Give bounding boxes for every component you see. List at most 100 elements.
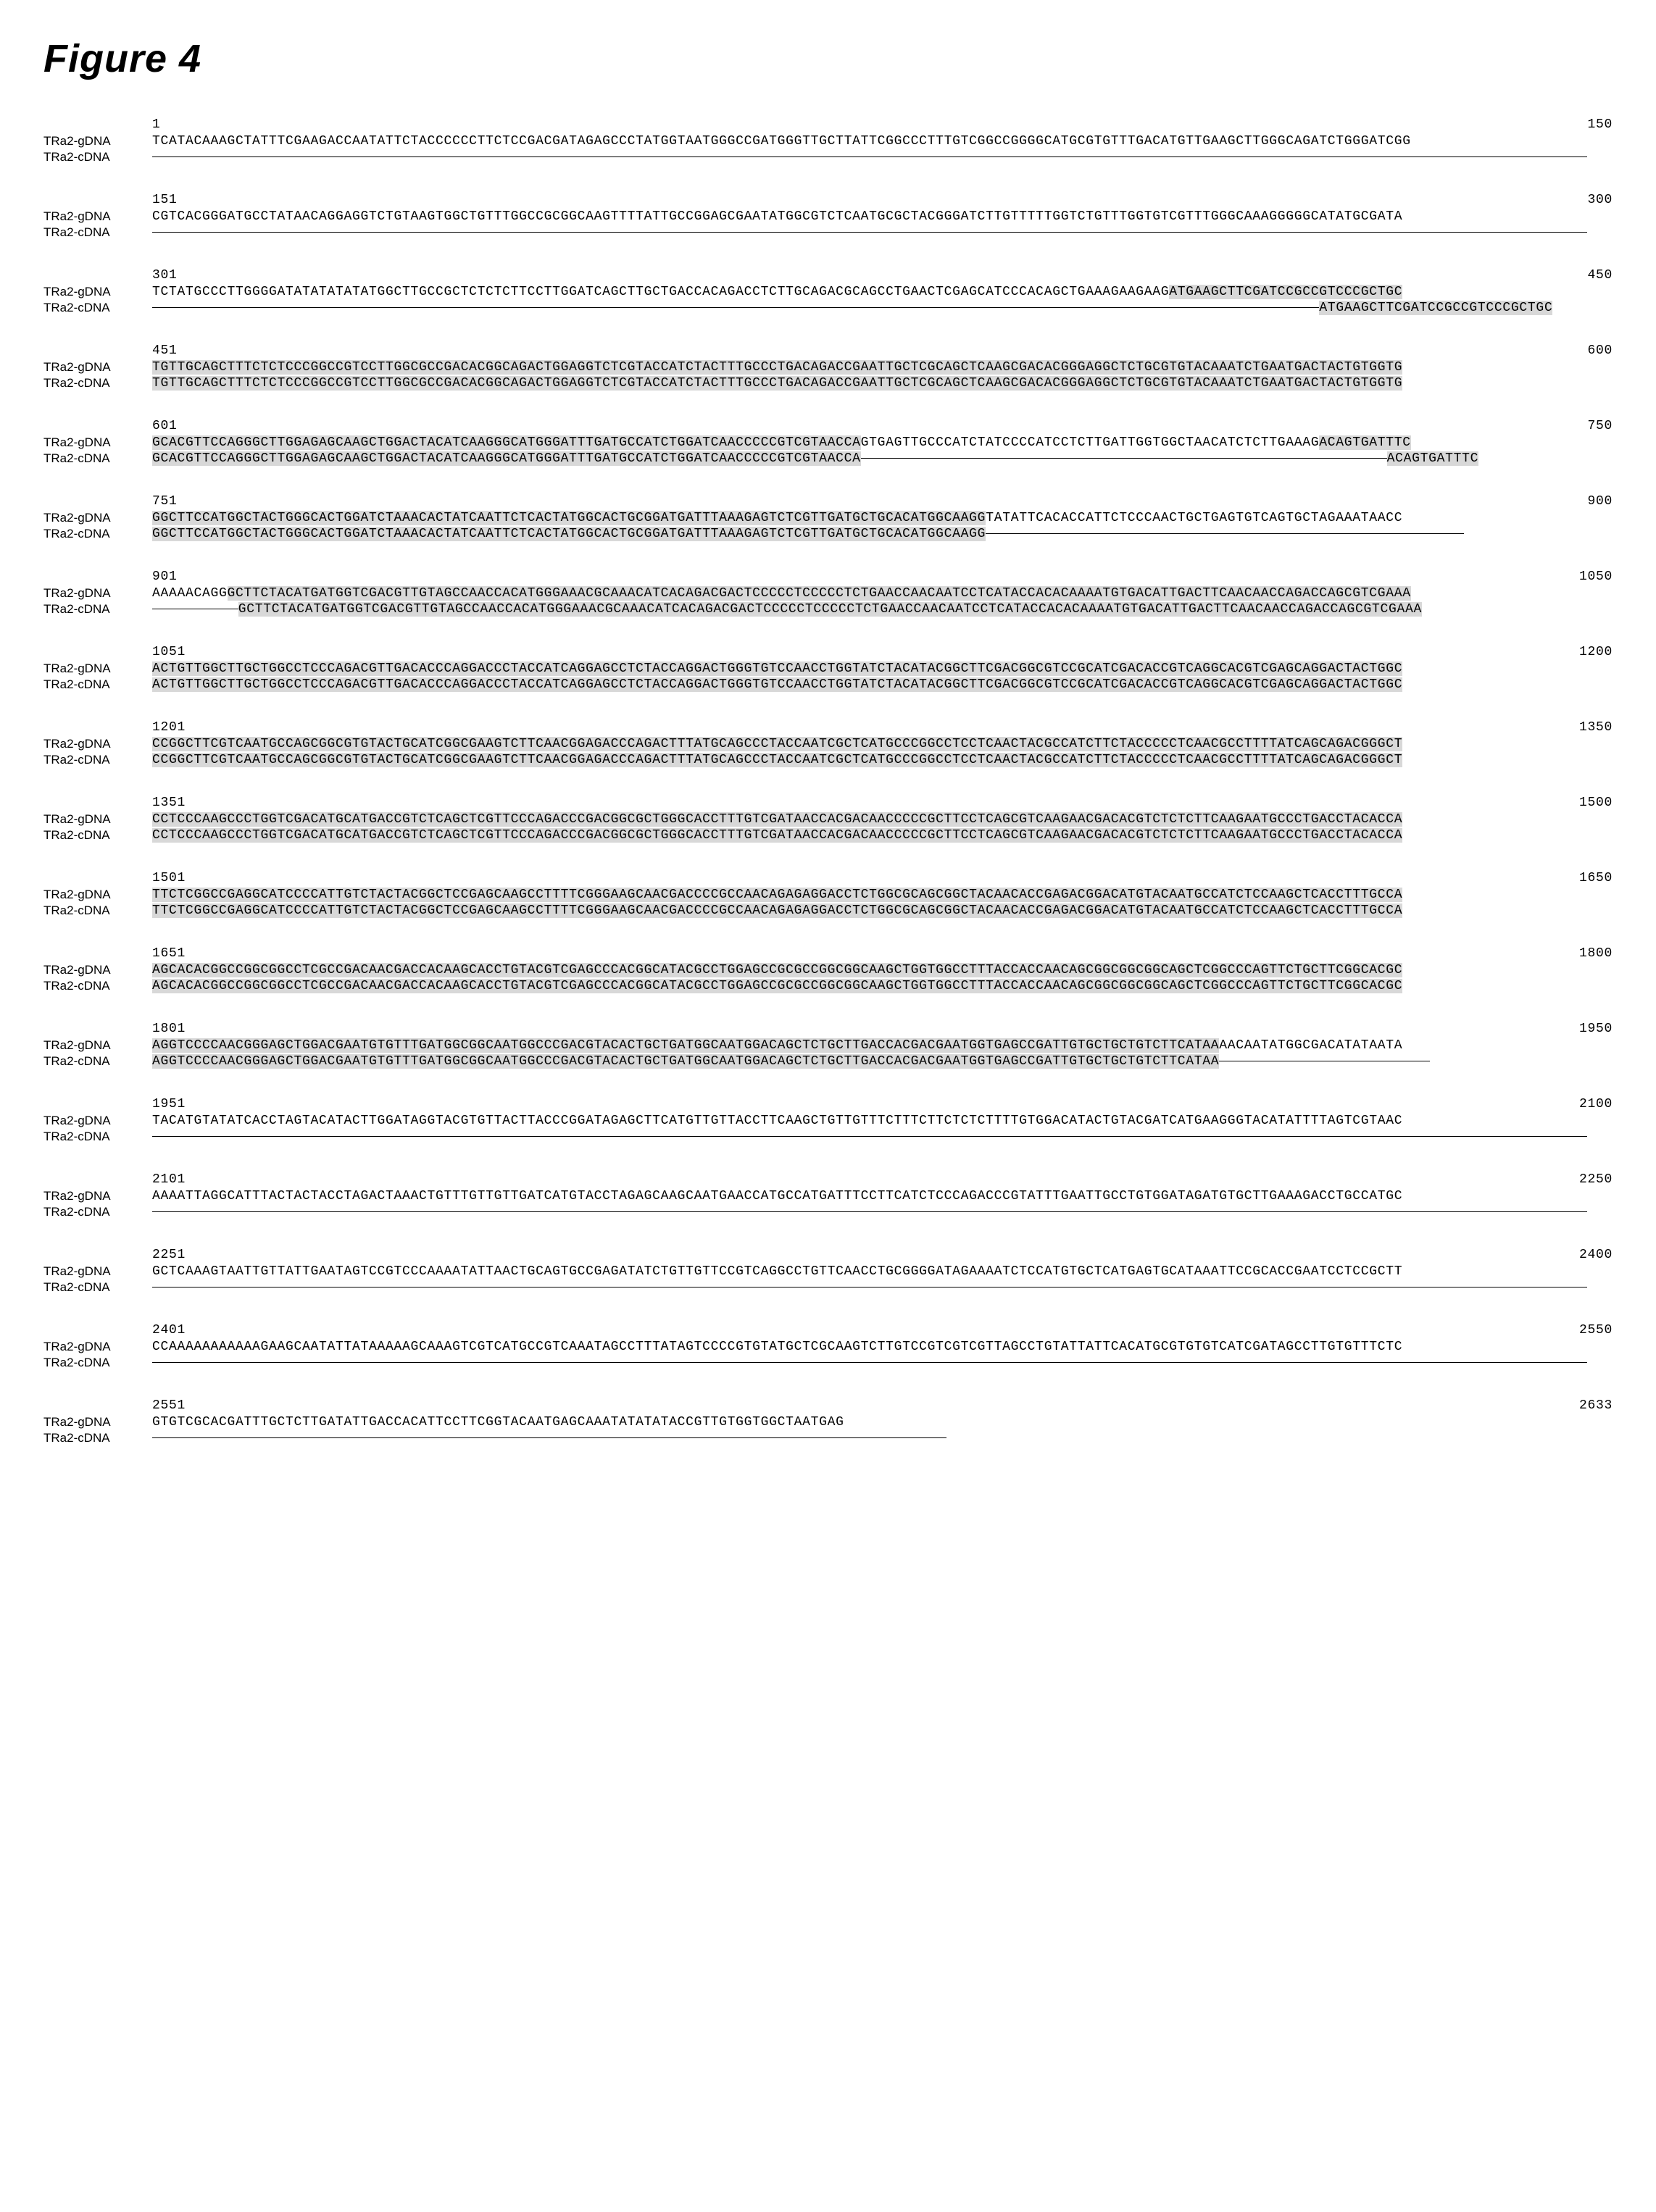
alignment-block: 301 450 TRa2-gDNATCTATGCCCTTGGGGATATATATAT… [43,268,1613,316]
row-label-cdna: TRa2-cDNA [43,1280,152,1295]
row-label-cdna: TRa2-cDNA [43,903,152,919]
position-start: 2551 [152,1398,186,1413]
position-start: 1 [152,117,161,132]
position-start: 901 [152,569,178,584]
row-label-cdna: TRa2-cDNA [43,601,152,617]
position-start: 2251 [152,1248,186,1262]
row-label-gdna: TRa2-gDNA [43,209,152,225]
row-label-cdna: TRa2-cDNA [43,677,152,693]
position-end: 1050 [1579,569,1613,584]
position-end: 1200 [1579,645,1613,659]
gdna-sequence: CCGGCTTCGTCAATGCCAGCGGCGTGTACTGCATCGGCGA… [152,736,1613,752]
cdna-sequence [152,1204,1613,1220]
position-start: 301 [152,268,178,283]
cdna-sequence: ATGAAGCTTCGATCCGCCGTCCCGCTGC [152,300,1613,316]
position-start: 2101 [152,1172,186,1187]
row-label-gdna: TRa2-gDNA [43,1038,152,1053]
row-label-cdna: TRa2-cDNA [43,225,152,241]
cdna-sequence: TTCTCGGCCGAGGCATCCCCATTGTCTACTACGGCTCCGA… [152,903,1613,919]
row-label-cdna: TRa2-cDNA [43,827,152,843]
alignment-block: 1051 1200 TRa2-gDNAACTGTTGGCTTGCTGGCCTCCCA… [43,645,1613,693]
position-start: 151 [152,193,178,207]
alignment-block: 1501 1650 TRa2-gDNATTCTCGGCCGAGGCATCCCCATT… [43,871,1613,919]
gdna-sequence: TACATGTATATCACCTAGTACATACTTGGATAGGTACGTG… [152,1113,1613,1129]
position-end: 900 [1587,494,1613,509]
alignment-block: 601750TRa2-gDNAGCACGTTCCAGGGCTTGGAGAGCAA… [43,419,1613,467]
position-end: 750 [1587,419,1613,433]
gdna-sequence: AGCACACGGCCGGCGGCCTCGCCGACAACGACCACAAGCA… [152,962,1613,978]
cdna-sequence [152,149,1613,165]
alignment-block: 25512633TRa2-gDNAGTGTCGCACGATTTGCTCTTGAT… [43,1398,1613,1446]
position-end: 1800 [1579,946,1613,961]
alignment-block: 751 900 TRa2-gDNAGGCTTCCATGGCTACTGGGCACTGG… [43,494,1613,542]
sequence-alignment: 1150TRa2-gDNATCATACAAAGCTATTTCGAAGACCAAT… [43,117,1613,1446]
position-end: 1500 [1579,796,1613,810]
alignment-block: 16511800TRa2-gDNAAGCACACGGCCGGCGGCCTCGCC… [43,946,1613,994]
gdna-sequence: AAAAACAGGGCTTCTACATGATGGTCGACGTTGTAGCCAA… [152,585,1613,601]
alignment-block: 1801 1950 TRa2-gDNAAGGTCCCCAACGGGAGCTGGACG… [43,1022,1613,1069]
row-label-cdna: TRa2-cDNA [43,1204,152,1220]
alignment-block: 151300TRa2-gDNACGTCACGGGATGCCTATAACAGGAG… [43,193,1613,241]
row-label-gdna: TRa2-gDNA [43,962,152,978]
gdna-sequence: CGTCACGGGATGCCTATAACAGGAGGTCTGTAAGTGGCTG… [152,209,1613,225]
gdna-sequence: AGGTCCCCAACGGGAGCTGGACGAATGTGTTTGATGGCGG… [152,1038,1613,1053]
row-label-cdna: TRa2-cDNA [43,375,152,391]
alignment-block: 9011050TRa2-gDNAAAAAACAGGGCTTCTACATGATGG… [43,569,1613,617]
cdna-sequence: TGTTGCAGCTTTCTCTCCCGGCCGTCCTTGGCGCCGACAC… [152,375,1613,391]
alignment-block: 21012250TRa2-gDNAAAAATTAGGCATTTACTACTACC… [43,1172,1613,1220]
gdna-sequence: GCACGTTCCAGGGCTTGGAGAGCAAGCTGGACTACATCAA… [152,435,1613,451]
row-label-cdna: TRa2-cDNA [43,752,152,768]
gdna-sequence: GGCTTCCATGGCTACTGGGCACTGGATCTAAACACTATCA… [152,510,1613,526]
gdna-sequence: GCTCAAAGTAATTGTTATTGAATAGTCCGTCCCAAAATAT… [152,1264,1613,1280]
row-label-cdna: TRa2-cDNA [43,1129,152,1145]
position-end: 1650 [1579,871,1613,885]
position-end: 2400 [1579,1248,1613,1262]
alignment-block: 2251 2400 TRa2-gDNAGCTCAAAGTAATTGTTATTGAAT… [43,1248,1613,1295]
row-label-gdna: TRa2-gDNA [43,510,152,526]
cdna-sequence: AGCACACGGCCGGCGGCCTCGCCGACAACGACCACAAGCA… [152,978,1613,994]
position-end: 600 [1587,343,1613,358]
cdna-sequence: AGGTCCCCAACGGGAGCTGGACGAATGTGTTTGATGGCGG… [152,1053,1613,1069]
cdna-sequence: GGCTTCCATGGCTACTGGGCACTGGATCTAAACACTATCA… [152,526,1613,542]
position-start: 751 [152,494,178,509]
position-end: 2633 [1579,1398,1613,1413]
position-end: 450 [1587,268,1613,283]
gdna-sequence: TTCTCGGCCGAGGCATCCCCATTGTCTACTACGGCTCCGA… [152,887,1613,903]
cdna-sequence: CCTCCCAAGCCCTGGTCGACATGCATGACCGTCTCAGCTC… [152,827,1613,843]
row-label-gdna: TRa2-gDNA [43,887,152,903]
gdna-sequence: TCTATGCCCTTGGGGATATATATATATGGCTTGCCGCTCT… [152,284,1613,300]
cdna-sequence [152,1129,1613,1145]
position-start: 1351 [152,796,186,810]
cdna-sequence: CCGGCTTCGTCAATGCCAGCGGCGTGTACTGCATCGGCGA… [152,752,1613,768]
row-label-cdna: TRa2-cDNA [43,526,152,542]
row-label-cdna: TRa2-cDNA [43,451,152,467]
cdna-sequence [152,225,1613,241]
position-start: 1801 [152,1022,186,1036]
row-label-gdna: TRa2-gDNA [43,1113,152,1129]
row-label-gdna: TRa2-gDNA [43,1339,152,1355]
cdna-sequence: GCTTCTACATGATGGTCGACGTTGTAGCCAACCACATGGG… [152,601,1613,617]
position-end: 2100 [1579,1097,1613,1111]
alignment-block: 24012550TRa2-gDNACCAAAAAAAAAAAGAAGCAATAT… [43,1323,1613,1371]
alignment-block: 13511500TRa2-gDNACCTCCCAAGCCCTGGTCGACATG… [43,796,1613,843]
cdna-sequence: GCACGTTCCAGGGCTTGGAGAGCAAGCTGGACTACATCAA… [152,451,1613,467]
alignment-block: 12011350TRa2-gDNACCGGCTTCGTCAATGCCAGCGGC… [43,720,1613,768]
gdna-sequence: ACTGTTGGCTTGCTGGCCTCCCAGACGTTGACACCCAGGA… [152,661,1613,677]
row-label-cdna: TRa2-cDNA [43,1355,152,1371]
figure-title: Figure 4 [43,36,1613,81]
row-label-cdna: TRa2-cDNA [43,1053,152,1069]
position-end: 1950 [1579,1022,1613,1036]
row-label-gdna: TRa2-gDNA [43,1264,152,1280]
gdna-sequence: TCATACAAAGCTATTTCGAAGACCAATATTCTACCCCCCT… [152,133,1613,149]
row-label-gdna: TRa2-gDNA [43,284,152,300]
row-label-cdna: TRa2-cDNA [43,978,152,994]
row-label-cdna: TRa2-cDNA [43,1430,152,1446]
gdna-sequence: CCAAAAAAAAAAAGAAGCAATATTATAAAAAGCAAAGTCG… [152,1339,1613,1355]
position-start: 1051 [152,645,186,659]
position-start: 1501 [152,871,186,885]
gdna-sequence: AAAATTAGGCATTTACTACTACCTAGACTAAACTGTTTGT… [152,1188,1613,1204]
row-label-gdna: TRa2-gDNA [43,661,152,677]
gdna-sequence: GTGTCGCACGATTTGCTCTTGATATTGACCACATTCCTTC… [152,1414,1613,1430]
row-label-gdna: TRa2-gDNA [43,736,152,752]
position-end: 2550 [1579,1323,1613,1337]
